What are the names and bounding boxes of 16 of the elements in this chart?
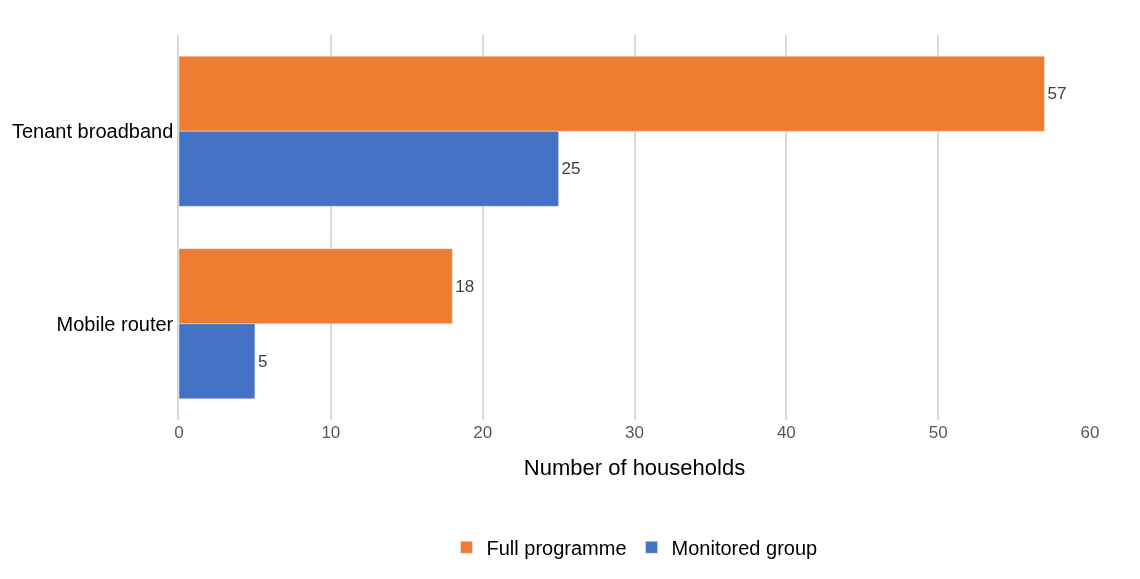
data-label: 25 xyxy=(561,159,581,179)
data-label: 5 xyxy=(257,351,268,371)
x-tick-label: 50 xyxy=(928,423,948,442)
data-label: 18 xyxy=(455,276,475,296)
y-tick-label: Tenant broadband xyxy=(12,120,174,143)
x-tick-label: 20 xyxy=(473,423,493,442)
x-tick-label: 10 xyxy=(321,423,341,442)
x-tick-label: 30 xyxy=(625,423,644,442)
legend-label: Monitored group xyxy=(671,537,818,560)
data-label: 57 xyxy=(1047,84,1067,104)
x-tick-label: 60 xyxy=(1080,423,1100,442)
y-tick-label: Mobile router xyxy=(56,312,174,335)
x-tick-label: 0 xyxy=(174,423,184,442)
x-axis-title: Number of households xyxy=(523,454,746,480)
legend-label: Full programme xyxy=(486,537,627,560)
x-tick-label: 40 xyxy=(776,423,796,442)
